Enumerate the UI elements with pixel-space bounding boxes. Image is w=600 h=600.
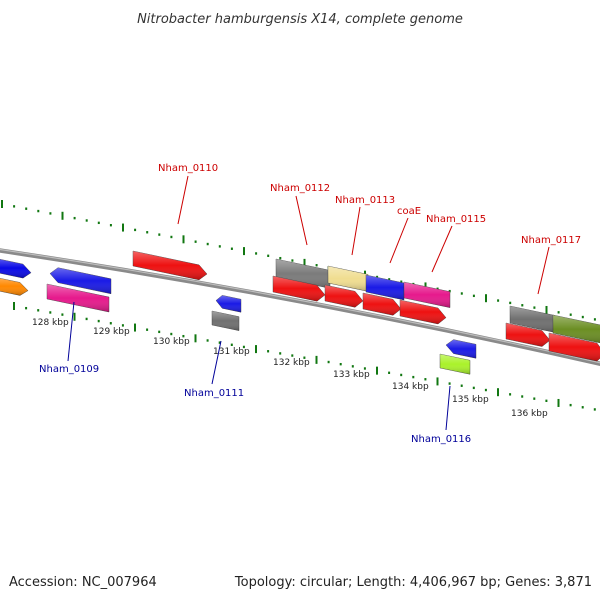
gene-red-0110-shading (133, 251, 207, 280)
gene-blue-left-arrow-shading (50, 267, 111, 294)
accession-text: Accession: NC_007964 (9, 575, 157, 590)
gene-red-f-shading (549, 333, 600, 362)
gene-yellow-0113-shading (328, 266, 368, 292)
gene-label-nham-0117: Nham_0117 (521, 235, 581, 246)
tick-label-133-kbp: 133 kbp (333, 370, 370, 380)
gene-blue-edge-shading (0, 259, 31, 279)
tick-label-132-kbp: 132 kbp (273, 358, 310, 368)
gene-orange-edge-shading (0, 278, 28, 296)
gene-red-b-shading (325, 285, 363, 308)
leader-nham-0116 (445, 385, 451, 431)
gene-label-nham-0110: Nham_0110 (158, 163, 218, 174)
gene-blue-coae-shading (366, 275, 404, 300)
tick-label-136-kbp: 136 kbp (511, 409, 548, 419)
gene-magenta-0115-shading (404, 282, 450, 308)
gene-magenta-shading (47, 284, 109, 313)
tick-label-134-kbp: 134 kbp (392, 382, 429, 392)
tick-labels: 128 kbp 129 kbp 130 kbp 131 kbp 132 kbp … (32, 318, 548, 419)
leader-nham-0110 (177, 175, 189, 225)
genome-summary-text: Topology: circular; Length: 4,406,967 bp… (234, 575, 592, 590)
gene-blue-left-arrow-small-shading (216, 295, 241, 313)
gene-gray-0112-shading (276, 259, 330, 289)
gene-label-nham-0111: Nham_0111 (184, 388, 244, 399)
gene-blue-left-arrow-0116-shading (446, 339, 476, 359)
tick-label-131-kbp: 131 kbp (213, 347, 250, 357)
genome-backbone (0, 248, 600, 367)
gene-green-0116-shading (440, 354, 470, 375)
tick-label-135-kbp: 135 kbp (452, 395, 489, 405)
tick-label-129-kbp: 129 kbp (93, 327, 130, 337)
leader-nham-0117 (537, 246, 550, 295)
gene-olive-shading (553, 315, 600, 343)
label-leader-lines (67, 175, 550, 431)
gene-label-nham-0115: Nham_0115 (426, 214, 486, 225)
genome-backbone-highlight (0, 248, 600, 364)
gene-red-a-shading (273, 276, 325, 302)
gene-red-d-shading (400, 300, 446, 324)
leader-nham-0111 (211, 340, 222, 385)
gene-features (0, 250, 600, 375)
reverse-strand-ruler (13, 302, 596, 411)
leader-nham-0115 (431, 225, 453, 273)
map-title: Nitrobacter hamburgensis X14, complete g… (137, 12, 463, 27)
leader-nham-0113 (351, 206, 361, 256)
leader-nham-0112 (295, 195, 308, 246)
gene-label-coae: coaE (397, 206, 421, 217)
gene-label-nham-0112: Nham_0112 (270, 183, 330, 194)
tick-label-130-kbp: 130 kbp (153, 337, 190, 347)
gene-red-e-shading (506, 323, 550, 347)
gene-gray-0117-shading (510, 306, 555, 333)
leader-coae (389, 217, 409, 264)
gene-labels: Nham_0110 Nham_0112 Nham_0113 coaE Nham_… (39, 163, 581, 445)
gene-red-c-shading (363, 293, 401, 316)
gene-label-nham-0116: Nham_0116 (411, 434, 471, 445)
gene-label-nham-0109: Nham_0109 (39, 364, 99, 375)
leader-nham-0109 (67, 301, 75, 362)
gene-gray-0111-shading (212, 311, 239, 331)
tick-label-128-kbp: 128 kbp (32, 318, 69, 328)
gene-label-nham-0113: Nham_0113 (335, 195, 395, 206)
